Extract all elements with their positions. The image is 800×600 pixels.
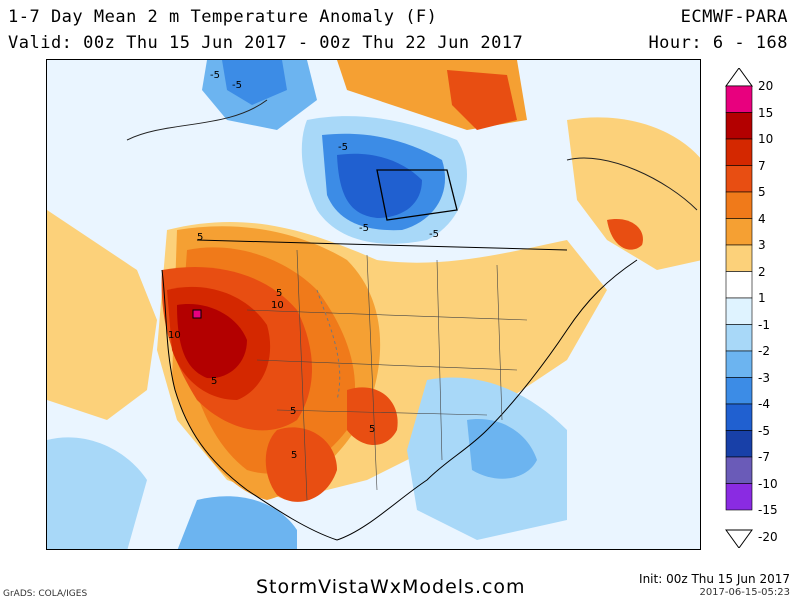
west-coastline xyxy=(161,269,338,541)
anomaly-region xyxy=(265,427,337,502)
legend-label: 2 xyxy=(758,264,766,279)
legend-swatch xyxy=(725,297,753,325)
legend-swatch xyxy=(725,138,753,166)
model-name: ECMWF-PARA xyxy=(680,7,788,27)
contour-label: -5 xyxy=(359,223,369,234)
hotspot-marker xyxy=(192,309,202,319)
legend-label: -7 xyxy=(758,450,770,464)
legend-swatch xyxy=(725,403,753,431)
contour-labels: -5 -5 -5 -5 -5 5 5 5 5 5 5 10 10 xyxy=(168,70,439,461)
legend-label: -5 xyxy=(758,423,770,438)
east-coastline xyxy=(336,259,638,541)
legend-bar xyxy=(725,68,753,548)
anomaly-region xyxy=(47,210,157,420)
legend-label: 5 xyxy=(758,185,766,199)
legend-label: 7 xyxy=(758,158,766,173)
legend-label: -20 xyxy=(758,529,778,544)
grads-credit: GrADS: COLA/IGES xyxy=(3,589,88,599)
legend-swatch xyxy=(725,85,753,113)
contour-label: 5 xyxy=(211,376,217,387)
legend-label: -4 xyxy=(758,397,770,411)
legend-swatch xyxy=(725,271,753,299)
contour-label: 5 xyxy=(291,450,297,461)
legend-swatch xyxy=(725,483,753,511)
anomaly-region xyxy=(467,419,537,479)
legend-label: -15 xyxy=(758,503,778,517)
legend-swatch xyxy=(725,244,753,272)
anomaly-region xyxy=(607,219,643,250)
contour-label: -5 xyxy=(232,80,242,91)
legend-label: 1 xyxy=(758,291,766,305)
anomaly-region xyxy=(447,70,517,130)
anomaly-region xyxy=(567,117,700,270)
anomaly-region xyxy=(47,437,147,549)
legend-swatch xyxy=(725,377,753,405)
contour-label: 5 xyxy=(369,424,375,435)
us-canada-border xyxy=(196,239,568,251)
legend-swatch xyxy=(725,165,753,193)
init-time: Init: 00z Thu 15 Jun 2017 xyxy=(639,572,790,586)
contour-label: 5 xyxy=(290,406,296,417)
legend-label: 3 xyxy=(758,238,766,252)
contour-label: -5 xyxy=(210,70,220,81)
legend-bottom-arrow xyxy=(725,529,753,548)
legend-top-arrow xyxy=(725,68,753,87)
legend-swatch xyxy=(725,350,753,378)
legend-label: 20 xyxy=(758,79,774,93)
state-lines xyxy=(246,309,528,416)
contour-line xyxy=(316,289,341,401)
legend-label: 15 xyxy=(758,105,774,120)
anomaly-region xyxy=(222,60,287,105)
watermark: StormVistaWxModels.com xyxy=(256,576,526,598)
legend-label: -10 xyxy=(758,476,778,491)
valid-period: Valid: 00z Thu 15 Jun 2017 - 00z Thu 22 … xyxy=(8,33,524,53)
timestamp: 2017-06-15-05:23 xyxy=(699,587,790,598)
legend-swatch xyxy=(725,324,753,352)
legend-swatch xyxy=(725,112,753,140)
legend-swatch xyxy=(725,191,753,219)
contour-label: 5 xyxy=(197,232,203,243)
legend-swatch xyxy=(725,218,753,246)
legend-label: 4 xyxy=(758,211,766,226)
contour-label: 10 xyxy=(271,300,284,311)
anomaly-region xyxy=(177,496,297,549)
contour-zero xyxy=(566,157,698,211)
map-borders xyxy=(126,99,698,541)
map-canvas: -5 -5 -5 -5 -5 5 5 5 5 5 5 10 10 xyxy=(47,60,700,549)
contour-label: 5 xyxy=(276,288,282,299)
forecast-hour-range: Hour: 6 - 168 xyxy=(648,33,788,53)
anomaly-region xyxy=(347,387,398,445)
legend-swatch xyxy=(725,430,753,458)
contour-label: -5 xyxy=(429,229,439,240)
legend-label: -1 xyxy=(758,317,770,332)
contour-label: 10 xyxy=(168,330,181,341)
legend-swatch xyxy=(725,456,753,484)
legend-label: -2 xyxy=(758,344,770,358)
contour-zero xyxy=(126,99,268,141)
legend-label: 10 xyxy=(758,132,774,146)
map-title: 1-7 Day Mean 2 m Temperature Anomaly (F) xyxy=(8,7,438,27)
anomaly-map: -5 -5 -5 -5 -5 5 5 5 5 5 5 10 10 xyxy=(46,59,701,550)
hudson-bay xyxy=(376,169,458,221)
contour-label: -5 xyxy=(338,142,348,153)
legend-label: -3 xyxy=(758,370,770,385)
state-lines-vertical xyxy=(296,249,503,501)
anomaly-region xyxy=(177,304,247,379)
